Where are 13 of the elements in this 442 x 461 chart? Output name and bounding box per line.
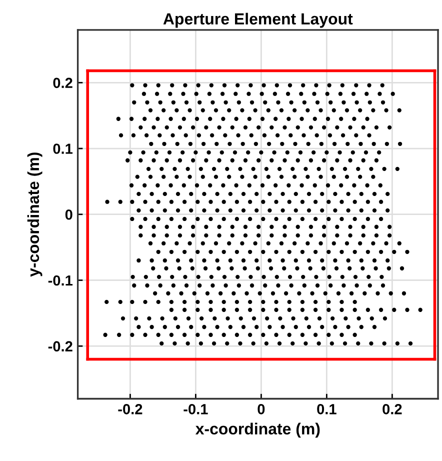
x-tick-label: 0.1 bbox=[317, 404, 336, 414]
y-axis-title: y-coordinate (m) bbox=[27, 152, 42, 277]
y-tick-label: 0 bbox=[65, 209, 72, 220]
x-axis-title: x-coordinate (m) bbox=[195, 422, 320, 438]
chart-title: Aperture Element Layout bbox=[163, 12, 353, 28]
y-tick-label: 0.1 bbox=[53, 144, 73, 154]
x-tick-label: 0 bbox=[258, 404, 265, 414]
x-tick-label: -0.2 bbox=[118, 404, 142, 414]
x-tick-label: 0.2 bbox=[382, 404, 402, 414]
y-tick-label: -0.1 bbox=[48, 275, 73, 286]
y-tick-label: 0.2 bbox=[53, 78, 72, 88]
x-tick-label: -0.1 bbox=[184, 404, 208, 414]
y-tick-label: -0.2 bbox=[48, 341, 72, 352]
